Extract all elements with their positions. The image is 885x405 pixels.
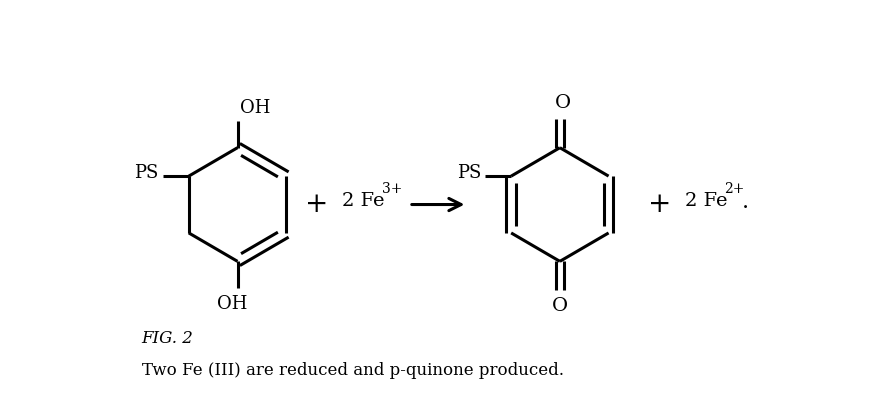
Text: PS: PS (457, 164, 481, 182)
Text: OH: OH (217, 294, 247, 313)
Text: O: O (555, 94, 572, 112)
Text: O: O (552, 297, 568, 315)
Text: PS: PS (135, 164, 158, 182)
Text: 2 Fe: 2 Fe (342, 192, 385, 210)
Text: 3+: 3+ (381, 181, 402, 196)
Text: 2 Fe: 2 Fe (685, 192, 727, 210)
Text: OH: OH (240, 99, 271, 117)
Text: 2+: 2+ (725, 181, 745, 196)
Text: FIG. 2: FIG. 2 (142, 330, 194, 347)
Text: +: + (648, 191, 671, 218)
Text: .: . (742, 192, 749, 213)
Text: +: + (304, 191, 328, 218)
Text: Two Fe (III) are reduced and p-quinone produced.: Two Fe (III) are reduced and p-quinone p… (142, 362, 564, 379)
